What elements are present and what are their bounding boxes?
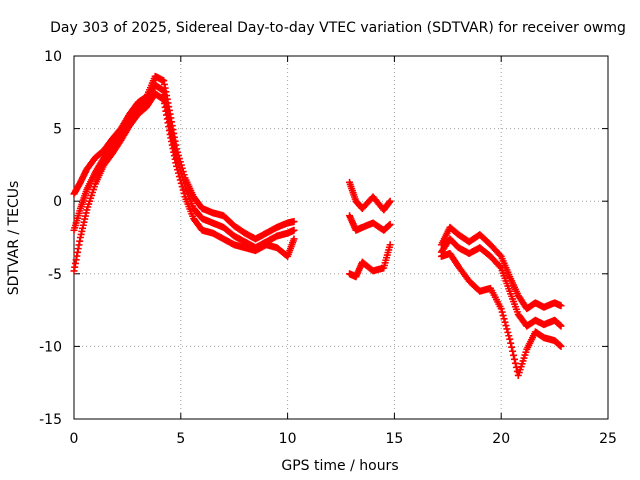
data-point-track-lower (557, 342, 565, 350)
data-point-track-lower (497, 305, 505, 313)
data-point-track-middle (386, 220, 394, 228)
x-tick-label: 15 (385, 431, 403, 447)
data-point-track-upper (557, 302, 565, 310)
data-point-track-middle (557, 322, 565, 330)
y-tick-label: -15 (39, 412, 62, 428)
data-point-track-lower (173, 166, 181, 174)
data-point-track-lower (507, 339, 515, 347)
x-tick-label: 25 (599, 431, 617, 447)
data-point-track-lower (511, 359, 519, 367)
y-tick-label: -10 (39, 339, 62, 355)
data-point-track-lower (506, 335, 514, 343)
data-point-track-middle (290, 226, 298, 234)
x-axis-label: GPS time / hours (281, 458, 398, 474)
data-point-track-lower (510, 355, 518, 363)
x-tick-label: 20 (492, 431, 510, 447)
data-point-track-lower (173, 162, 181, 170)
grid (74, 56, 608, 419)
y-tick-label: 5 (53, 122, 62, 138)
data-point-track-lower (498, 308, 506, 316)
plot-frame (73, 55, 609, 420)
data-point-track-lower (386, 241, 394, 249)
x-tick-label: 0 (70, 431, 79, 447)
axis-ticks: 0 5 10 15 20 25 -15 -10 -5 0 5 10 (39, 49, 617, 447)
y-tick-label: 0 (53, 194, 62, 210)
y-tick-label: 10 (44, 49, 62, 65)
data-point-track-lower (508, 343, 516, 351)
data-point-track-lower (178, 183, 186, 191)
data-point-track-upper (290, 218, 298, 226)
data-point-track-lower (502, 322, 510, 330)
data-point-track-lower (290, 235, 298, 243)
data-point-track-lower (505, 332, 513, 340)
data-point-track-lower (504, 328, 512, 336)
data-point-track-lower (499, 311, 507, 319)
data-points (70, 72, 565, 379)
data-point-track-lower (509, 347, 517, 355)
data-point-track-lower (177, 179, 185, 187)
y-tick-label: -5 (48, 267, 62, 283)
data-point-track-lower (180, 189, 188, 197)
data-point-track-upper (386, 197, 394, 205)
y-axis-label: SDTVAR / TECUs (6, 181, 22, 296)
data-point-track-lower (175, 173, 183, 181)
x-tick-label: 5 (176, 431, 185, 447)
data-point-track-lower (510, 351, 518, 359)
data-point-track-middle (496, 263, 504, 271)
data-point-track-upper (496, 251, 504, 259)
data-point-track-lower (179, 186, 187, 194)
data-point-track-lower (503, 325, 511, 333)
x-tick-label: 10 (279, 431, 297, 447)
data-point-track-lower (174, 169, 182, 177)
chart-title: Day 303 of 2025, Sidereal Day-to-day VTE… (50, 20, 626, 36)
data-point-track-lower (501, 318, 509, 326)
data-point-track-lower (500, 315, 508, 323)
data-point-track-lower (176, 176, 184, 184)
